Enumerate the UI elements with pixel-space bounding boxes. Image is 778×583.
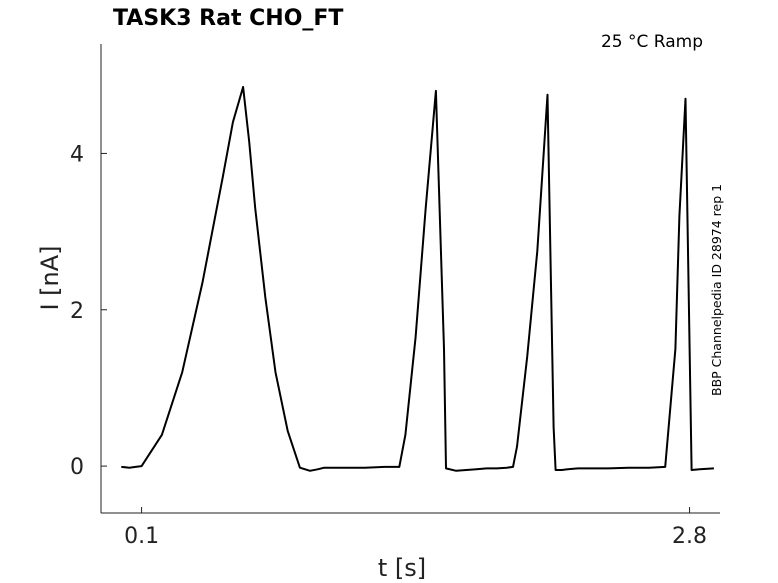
chart-subtitle: 25 °C Ramp (601, 32, 703, 52)
current-trace-line (121, 86, 714, 472)
y-ticks: 0 2 4 (70, 142, 107, 480)
side-note: BBP Channelpedia ID 28974 rep 1 (709, 184, 724, 396)
x-ticks: 0.1 2.8 (124, 507, 707, 549)
y-tick-label: 4 (70, 142, 84, 167)
series-layer (121, 86, 714, 472)
axes (100, 44, 720, 514)
y-axis-label: I [nA] (36, 245, 64, 310)
y-tick-label: 2 (70, 299, 84, 324)
x-tick-label: 0.1 (124, 524, 159, 549)
chart-title: TASK3 Rat CHO_FT (113, 6, 343, 31)
x-tick-label: 2.8 (672, 524, 707, 549)
y-tick-label: 0 (70, 455, 84, 480)
x-axis-label: t [s] (378, 554, 426, 582)
